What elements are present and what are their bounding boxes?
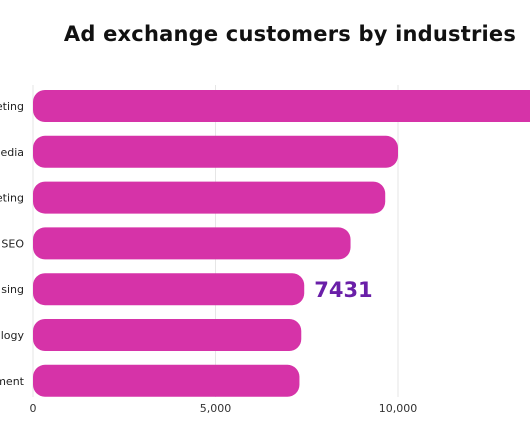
category-label: logy: [1, 329, 25, 342]
data-label: 7431: [314, 278, 372, 302]
bar: [33, 90, 530, 122]
category-label: eting: [0, 192, 24, 205]
category-label: edia: [0, 146, 24, 159]
bar: [33, 364, 300, 397]
bar: [33, 273, 305, 306]
category-label: eting: [0, 100, 24, 113]
bar: [33, 181, 386, 214]
bars: [33, 90, 530, 397]
data-labels: 7431: [314, 278, 372, 302]
bar: [33, 227, 351, 260]
x-tick-label: 10,000: [379, 402, 418, 415]
bar: [33, 135, 398, 168]
x-tick-label: 5,000: [200, 402, 232, 415]
chart-title: Ad exchange customers by industries: [63, 22, 517, 46]
category-label: ment: [0, 375, 25, 388]
category-label: SEO: [1, 237, 24, 250]
x-tick-label: 0: [30, 402, 37, 415]
bar: [33, 319, 302, 351]
category-label: sing: [1, 283, 24, 296]
category-labels: eting edia eting SEO sing logy ment: [0, 100, 25, 388]
x-axis-ticks: 0 5,000 10,000: [30, 402, 418, 415]
